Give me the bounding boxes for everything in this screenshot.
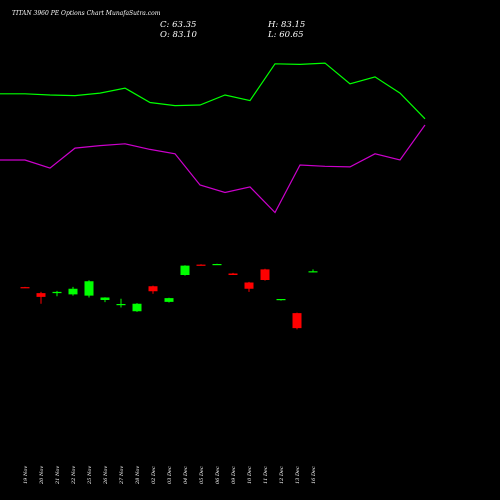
candle-body — [212, 264, 222, 266]
candle-29-nov — [148, 285, 158, 294]
candle-10-dec — [260, 268, 270, 281]
candle-06-dec — [228, 272, 238, 275]
x-tick-label: 25 Nov — [87, 466, 93, 485]
candle-25-nov — [84, 280, 94, 298]
candle-27-nov — [116, 298, 126, 308]
candle-28-nov — [132, 303, 142, 312]
candle-body — [196, 264, 206, 266]
upper-band-line — [0, 62, 426, 120]
x-tick-label: 03 Dec — [167, 466, 173, 484]
candle-body — [180, 265, 190, 275]
candle-03-dec — [180, 265, 190, 276]
candle-body — [52, 291, 62, 294]
x-tick-label: 13 Dec — [295, 466, 301, 484]
candle-body — [228, 273, 238, 275]
candle-13-dec — [308, 269, 318, 273]
x-tick-label: 12 Dec — [279, 466, 285, 484]
x-tick-label: 19 Nov — [23, 466, 29, 484]
candle-12-dec — [292, 312, 302, 330]
candle-body — [68, 288, 78, 295]
low-value: L: 60.65 — [267, 30, 304, 40]
candle-02-dec — [164, 297, 174, 303]
candle-body — [36, 293, 46, 297]
candle-body — [276, 299, 286, 301]
candle-body — [132, 303, 142, 312]
chart-title: TITAN 3960 PE Options Chart MunafaSutra.… — [12, 10, 161, 17]
candle-19-nov — [20, 286, 30, 289]
candlesticks — [20, 263, 318, 330]
candle-body — [260, 269, 270, 280]
lower-band-line — [0, 124, 426, 214]
candle-26-nov — [100, 297, 110, 303]
candle-body — [308, 271, 318, 273]
candle-body — [164, 298, 174, 302]
x-tick-label: 02 Dec — [151, 466, 157, 484]
x-tick-label: 28 Nov — [135, 466, 141, 485]
x-tick-label: 11 Dec — [263, 466, 269, 484]
x-tick-label: 22 Nov — [71, 466, 77, 485]
candle-04-dec — [196, 264, 206, 266]
x-tick-label: 21 Nov — [55, 466, 61, 485]
candle-body — [148, 286, 158, 292]
candle-20-nov — [36, 291, 46, 304]
x-axis-ticks: 19 Nov 20 Nov 21 Nov 22 Nov 25 Nov 26 Nov 27 N… — [23, 466, 317, 485]
candle-21-nov — [52, 290, 62, 297]
candle-body — [244, 282, 254, 289]
x-tick-label: 20 Nov — [39, 466, 45, 485]
x-tick-label: 10 Dec — [247, 466, 253, 484]
x-tick-label: 16 Dec — [311, 466, 317, 484]
candle-body — [292, 313, 302, 329]
candle-05-dec — [212, 263, 222, 266]
close-value: C: 63.35 — [160, 20, 196, 30]
candle-09-dec — [244, 281, 254, 292]
x-tick-label: 06 Dec — [215, 466, 221, 484]
x-tick-label: 05 Dec — [199, 466, 205, 484]
candle-body — [116, 304, 126, 306]
candle-body — [100, 297, 110, 300]
x-tick-label: 04 Dec — [183, 466, 189, 484]
x-tick-label: 09 Dec — [231, 466, 237, 484]
open-value: O: 83.10 — [160, 30, 197, 40]
x-tick-label: 26 Nov — [103, 466, 109, 485]
indicator-lines — [0, 62, 426, 214]
candle-body — [20, 287, 30, 289]
x-tick-label: 27 Nov — [119, 466, 125, 485]
candle-22-nov — [68, 286, 78, 296]
high-value: H: 83.15 — [267, 20, 305, 30]
candle-11-dec — [276, 299, 286, 301]
candle-body — [84, 281, 94, 296]
